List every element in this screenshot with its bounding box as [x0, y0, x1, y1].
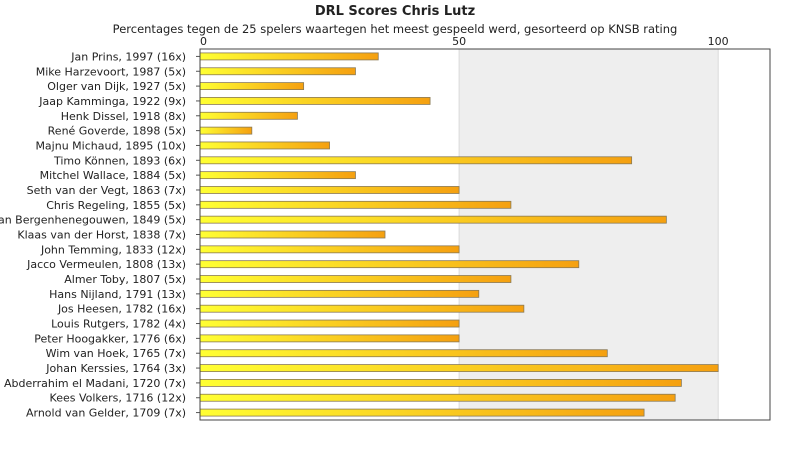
bar — [199, 408, 645, 417]
y-tick-label: Arnold van Gelder, 1709 (7x) — [26, 407, 186, 420]
bar — [199, 319, 460, 328]
y-tick-label: Wim van Hoek, 1765 (7x) — [46, 347, 186, 360]
y-tick-label: Jaap Kamminga, 1922 (9x) — [38, 95, 186, 108]
bar — [199, 275, 512, 283]
bar — [199, 378, 682, 387]
y-tick-label: Almer Toby, 1807 (5x) — [64, 273, 186, 286]
bar — [199, 230, 386, 239]
y-tick-label: Klaas van der Horst, 1838 (7x) — [17, 229, 186, 242]
bar — [199, 111, 298, 120]
y-tick-label: Jacco Vermeulen, 1808 (13x) — [26, 258, 186, 271]
bar — [199, 260, 580, 269]
y-tick-label: Mike Harzevoort, 1987 (5x) — [36, 65, 186, 78]
y-tick-label: Chris Regeling, 1855 (5x) — [46, 199, 186, 212]
y-tick-label: Seth van der Vegt, 1863 (7x) — [27, 184, 186, 197]
bar — [199, 289, 480, 298]
y-tick-label: Mitchel Wallace, 1884 (5x) — [40, 169, 186, 182]
bar — [199, 186, 460, 194]
y-tick-label: René Goverde, 1898 (5x) — [48, 125, 186, 138]
y-tick-label: Louis Rutgers, 1782 (4x) — [51, 318, 186, 331]
y-tick-label: Kees Volkers, 1716 (12x) — [50, 392, 186, 405]
y-tick-label: Jan van Bergenhenegouwen, 1849 (5x) — [0, 214, 186, 227]
bar — [199, 304, 525, 313]
bar — [199, 171, 356, 180]
background-band — [459, 49, 719, 420]
bar — [199, 156, 633, 165]
y-tick-label: John Temming, 1833 (12x) — [40, 243, 186, 256]
bar — [199, 82, 305, 90]
y-tick-label: Henk Dissel, 1918 (8x) — [61, 110, 186, 123]
bar — [199, 393, 676, 402]
bar — [199, 200, 512, 209]
y-tick-label: Olger van Dijk, 1927 (5x) — [47, 80, 186, 93]
bar — [199, 334, 460, 343]
bar — [199, 126, 253, 135]
bar — [199, 215, 667, 224]
x-tick-label: 50 — [452, 35, 466, 48]
bar — [199, 67, 356, 76]
bar — [199, 97, 431, 105]
y-tick-label: Majnu Michaud, 1895 (10x) — [35, 139, 186, 152]
x-tick-label: 0 — [200, 35, 207, 48]
plot-frame — [199, 48, 771, 421]
bar — [199, 141, 330, 150]
bar — [199, 364, 719, 372]
y-tick-label: Peter Hoogakker, 1776 (6x) — [34, 332, 186, 345]
chart-title: DRL Scores Chris Lutz — [314, 4, 476, 19]
x-tick-label: 100 — [708, 35, 729, 48]
y-tick-label: Abderrahim el Madani, 1720 (7x) — [4, 377, 186, 390]
y-tick-label: Jos Heesen, 1782 (16x) — [57, 303, 186, 316]
chart-subtitle: Percentages tegen de 25 spelers waartege… — [112, 22, 678, 36]
y-tick-label: Johan Kerssies, 1764 (3x) — [45, 362, 186, 375]
y-tick-label: Jan Prins, 1997 (16x) — [70, 50, 186, 63]
bar — [199, 349, 608, 358]
y-tick-label: Hans Nijland, 1791 (13x) — [49, 288, 186, 301]
bar — [199, 52, 379, 61]
bar — [199, 245, 460, 254]
y-tick-label: Timo Können, 1893 (6x) — [53, 154, 186, 167]
